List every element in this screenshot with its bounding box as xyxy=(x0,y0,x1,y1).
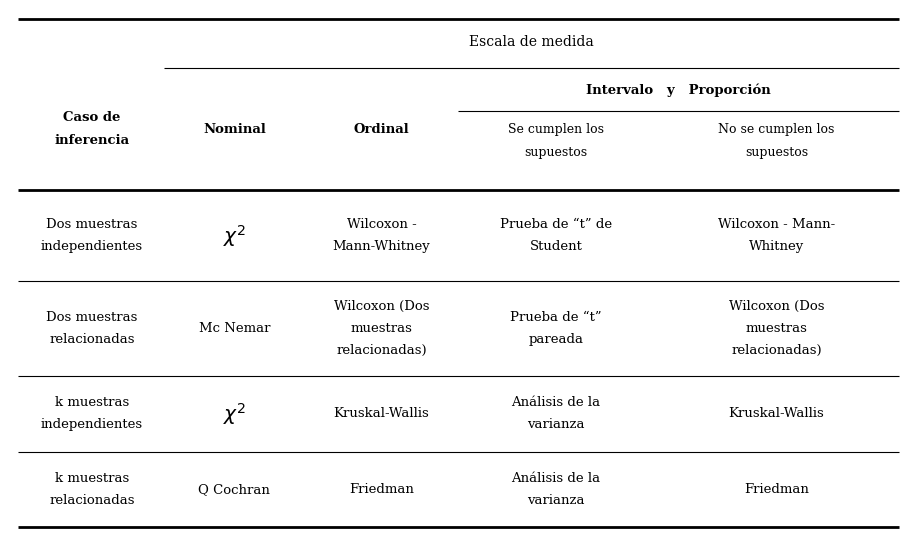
Text: Kruskal-Wallis: Kruskal-Wallis xyxy=(334,407,429,420)
Text: Dos muestras
relacionadas: Dos muestras relacionadas xyxy=(46,311,138,346)
Text: Análisis de la
varianza: Análisis de la varianza xyxy=(512,397,600,431)
Text: Nominal: Nominal xyxy=(203,122,266,136)
Text: No se cumplen los
supuestos: No se cumplen los supuestos xyxy=(719,123,834,159)
Text: $\chi^2$: $\chi^2$ xyxy=(222,401,246,427)
Text: Prueba de “t”
pareada: Prueba de “t” pareada xyxy=(510,311,602,346)
Text: Se cumplen los
supuestos: Se cumplen los supuestos xyxy=(508,123,604,159)
Text: Prueba de “t” de
Student: Prueba de “t” de Student xyxy=(500,219,612,253)
Text: k muestras
independientes: k muestras independientes xyxy=(40,397,143,431)
Text: Friedman: Friedman xyxy=(744,483,809,496)
Text: Wilcoxon - Mann-
Whitney: Wilcoxon - Mann- Whitney xyxy=(718,219,835,253)
Text: Mc Nemar: Mc Nemar xyxy=(199,322,270,335)
Text: $\chi^2$: $\chi^2$ xyxy=(222,223,246,249)
Text: Q Cochran: Q Cochran xyxy=(199,483,270,496)
Text: Dos muestras
independientes: Dos muestras independientes xyxy=(40,219,143,253)
Text: Ordinal: Ordinal xyxy=(354,122,409,136)
Text: Wilcoxon (Dos
muestras
relacionadas): Wilcoxon (Dos muestras relacionadas) xyxy=(729,300,824,357)
Text: Escala de medida: Escala de medida xyxy=(469,35,594,49)
Text: Análisis de la
varianza: Análisis de la varianza xyxy=(512,472,600,507)
Text: Wilcoxon (Dos
muestras
relacionadas): Wilcoxon (Dos muestras relacionadas) xyxy=(334,300,429,357)
Text: Wilcoxon -
Mann-Whitney: Wilcoxon - Mann-Whitney xyxy=(333,219,430,253)
Text: Kruskal-Wallis: Kruskal-Wallis xyxy=(729,407,824,420)
Text: Friedman: Friedman xyxy=(349,483,414,496)
Text: Intervalo   y   Proporción: Intervalo y Proporción xyxy=(585,84,771,97)
Text: Caso de
inferencia: Caso de inferencia xyxy=(54,111,130,147)
Text: k muestras
relacionadas: k muestras relacionadas xyxy=(49,472,135,507)
